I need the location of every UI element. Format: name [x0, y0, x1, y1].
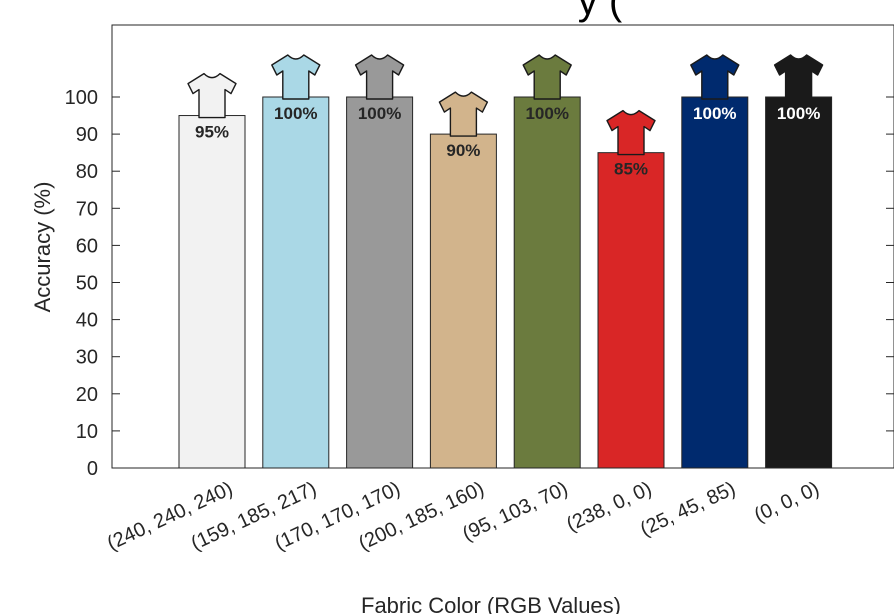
bar [346, 96, 414, 469]
t-shirt-icon [187, 72, 237, 119]
bar-value-label: 95% [195, 123, 229, 142]
x-tick-label: (0, 0, 0) [751, 478, 823, 527]
y-tick-label: 50 [76, 273, 98, 295]
bar [597, 152, 665, 469]
t-shirt-icon [522, 54, 572, 100]
bar-value-label: 85% [614, 160, 648, 179]
t-shirt-icon [438, 91, 489, 137]
t-shirt-icon [271, 54, 321, 100]
chart-title: y ( [578, 0, 623, 23]
bar-value-label: 100% [274, 104, 317, 123]
y-tick-label: 0 [87, 458, 98, 480]
y-tick-label: 70 [76, 198, 98, 220]
bar-value-label: 100% [358, 104, 401, 123]
y-tick-label: 80 [76, 161, 98, 183]
x-axis: (240, 240, 240)(159, 185, 217)(170, 170,… [104, 478, 823, 555]
y-tick-label: 100 [65, 87, 98, 109]
bar [429, 133, 497, 469]
bar [262, 96, 330, 469]
y-tick-label: 20 [76, 384, 98, 406]
bar-value-label: 100% [777, 104, 820, 123]
bar [178, 115, 246, 469]
bar-value-label: 90% [446, 141, 480, 160]
y-axis: 0 10 20 30 40 50 60 70 80 90 100 [65, 87, 894, 480]
y-tick-label: 60 [76, 235, 98, 257]
x-axis-title: Fabric Color (RGB Values) [361, 593, 621, 614]
bars-group: 95% 100% 100% 90% 100% 85% 100% 100% [178, 54, 833, 469]
bar [681, 96, 749, 469]
y-axis-title: Accuracy (%) [30, 182, 55, 313]
y-tick-label: 30 [76, 347, 98, 369]
t-shirt-icon [354, 54, 405, 100]
t-shirt-icon [606, 109, 656, 156]
t-shirt-icon [773, 54, 824, 100]
y-tick-label: 90 [76, 124, 98, 146]
y-tick-label: 10 [76, 421, 98, 443]
x-tick-label: (25, 45, 85) [637, 478, 739, 541]
bar-value-label: 100% [525, 104, 568, 123]
bar-value-label: 100% [693, 104, 736, 123]
y-tick-label: 40 [76, 310, 98, 332]
t-shirt-icon [690, 54, 740, 100]
bar [513, 96, 581, 469]
bar [765, 96, 833, 469]
